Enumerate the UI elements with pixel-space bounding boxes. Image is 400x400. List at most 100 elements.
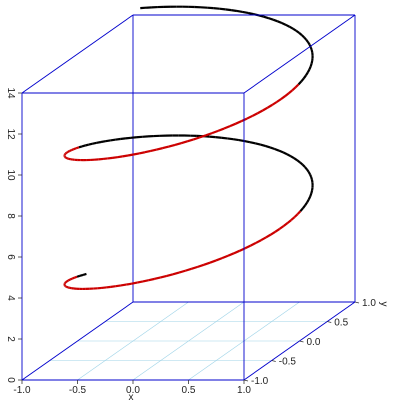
helix-segment [144, 149, 151, 154]
helix-segment [270, 230, 276, 236]
helix-segment [76, 274, 81, 278]
helix-segment [107, 156, 113, 160]
x-axis-label: x [129, 392, 134, 400]
helix-segment [230, 9, 238, 13]
helix-segment [269, 146, 276, 151]
helix-segment [288, 25, 294, 30]
helix-segment [203, 261, 211, 266]
helix-segment [276, 98, 282, 103]
helix-segment [227, 137, 234, 141]
helix-segment [274, 227, 281, 233]
helix-segment [299, 207, 304, 212]
helix-segment [117, 155, 123, 159]
helix-segment [81, 144, 86, 148]
helix-segment [191, 265, 199, 270]
x-tick-label: 0.5 [182, 385, 196, 396]
z-tick-label: 6 [5, 254, 16, 260]
helix-segment [267, 103, 273, 109]
box-edge [21, 301, 134, 381]
z-tick-label: 12 [5, 128, 16, 140]
helix-segment [69, 149, 72, 152]
helix-segment [64, 284, 67, 288]
helix-segment [254, 142, 261, 146]
z-tick-label: 10 [5, 169, 16, 181]
helix-segment [223, 125, 231, 130]
floor-grid [49, 301, 328, 381]
helix-segment [219, 7, 226, 11]
y-tick-label: 0.5 [334, 318, 348, 329]
helix-segment [295, 29, 300, 34]
helix-segment [307, 171, 312, 175]
helix-segment [244, 244, 252, 250]
helix-segment [213, 7, 220, 10]
helix-segment [88, 142, 93, 146]
helix-segment [75, 146, 80, 150]
helix-segment [172, 271, 180, 276]
z-tick-label: 2 [5, 336, 16, 342]
helix-segment [120, 283, 127, 287]
helix-segment [78, 145, 83, 149]
y-axis-label: y [378, 302, 389, 307]
helix-segment [65, 280, 68, 283]
helix-segment [278, 225, 285, 230]
helix-segment [306, 198, 310, 203]
helix-segment [309, 173, 313, 178]
helix-segment [154, 276, 161, 280]
helix-segment [221, 136, 228, 140]
y-tick-mark [271, 360, 276, 362]
helix-segment [166, 273, 174, 277]
helix-segment [236, 9, 243, 14]
helix-segment [178, 269, 186, 274]
helix-segment [268, 17, 274, 21]
bounding-box-front [21, 14, 356, 381]
helix-segment [302, 204, 307, 209]
helix-segment [297, 80, 303, 86]
helix-segment [102, 157, 108, 161]
helix-segment [299, 161, 304, 166]
x-tick-label: 1.0 [237, 385, 251, 396]
helix-segment [290, 216, 296, 221]
helix-segment [136, 280, 144, 284]
helix-segment [168, 143, 176, 148]
helix-segment [306, 69, 311, 74]
helix-segment [302, 74, 307, 80]
helix-segment [278, 149, 284, 154]
helix-segment [187, 138, 194, 143]
helix-segment [65, 156, 68, 160]
helix-segment [310, 49, 314, 53]
helix-segment [247, 11, 254, 16]
helix-segment [105, 285, 111, 289]
helix-segment [67, 150, 71, 153]
helix-segment [296, 159, 301, 164]
helix-segment [300, 77, 305, 83]
helix-segment [209, 135, 216, 139]
helix-segment [246, 114, 253, 120]
y-tick-mark [243, 379, 249, 382]
helix-segment [180, 140, 188, 145]
helix-segment [110, 285, 116, 288]
helix-segment [193, 136, 201, 141]
helix-segment [296, 210, 302, 215]
helix-segment [112, 156, 118, 159]
helix-segment [293, 213, 299, 218]
helix-segment [156, 147, 163, 151]
helix-segment [257, 109, 264, 115]
helix-segment [293, 157, 298, 162]
helix-segment [229, 122, 237, 128]
helix-segment [127, 153, 134, 157]
y-tick-label: -1.0 [251, 376, 269, 387]
helix-segment [82, 272, 87, 276]
helix-segment [142, 279, 149, 283]
helix-segment [235, 120, 242, 125]
helix-segment [184, 267, 192, 272]
z-tick-label: 14 [5, 87, 16, 99]
helix-segment [262, 106, 269, 112]
helix-segment [286, 219, 292, 224]
helix-segment [64, 281, 67, 284]
helix-segment [265, 144, 271, 149]
helix-segment [64, 156, 67, 159]
helix-segment [63, 155, 67, 158]
helix-segment [306, 168, 310, 173]
y-tick-mark [327, 321, 332, 323]
helix-segment [280, 95, 286, 101]
